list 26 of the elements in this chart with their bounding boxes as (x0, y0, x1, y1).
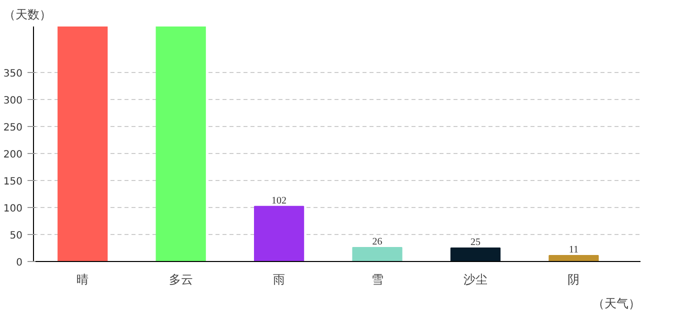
x-tick-label: 雨 (273, 272, 286, 286)
bar (156, 26, 206, 262)
data-label: 102 (272, 195, 287, 206)
bar (548, 255, 599, 262)
bar (58, 26, 108, 262)
y-tick-label: 200 (3, 149, 23, 160)
x-tick-label: 晴 (76, 272, 89, 286)
x-tick-label: 沙尘 (463, 272, 488, 286)
x-tick-label: 雪 (371, 272, 384, 286)
x-tick-label: 多云 (168, 272, 193, 286)
y-tick-label: 300 (3, 95, 23, 106)
y-tick-label: 100 (3, 203, 23, 214)
y-tick-label: 250 (3, 122, 23, 134)
bar (254, 206, 304, 262)
x-axis-title: （天气） (592, 296, 640, 310)
x-tick-label: 阴 (568, 272, 580, 286)
data-label: 26 (372, 236, 382, 248)
y-tick-label: 0 (16, 258, 23, 268)
y-tick-label: 150 (3, 176, 23, 188)
y-tick-label: 350 (3, 68, 23, 80)
bar (450, 247, 501, 262)
data-label: 25 (470, 236, 480, 248)
y-tick-label: 50 (10, 230, 23, 242)
data-label: 11 (568, 244, 579, 256)
bar (352, 246, 402, 262)
y-axis-title: （天数） (4, 8, 52, 22)
